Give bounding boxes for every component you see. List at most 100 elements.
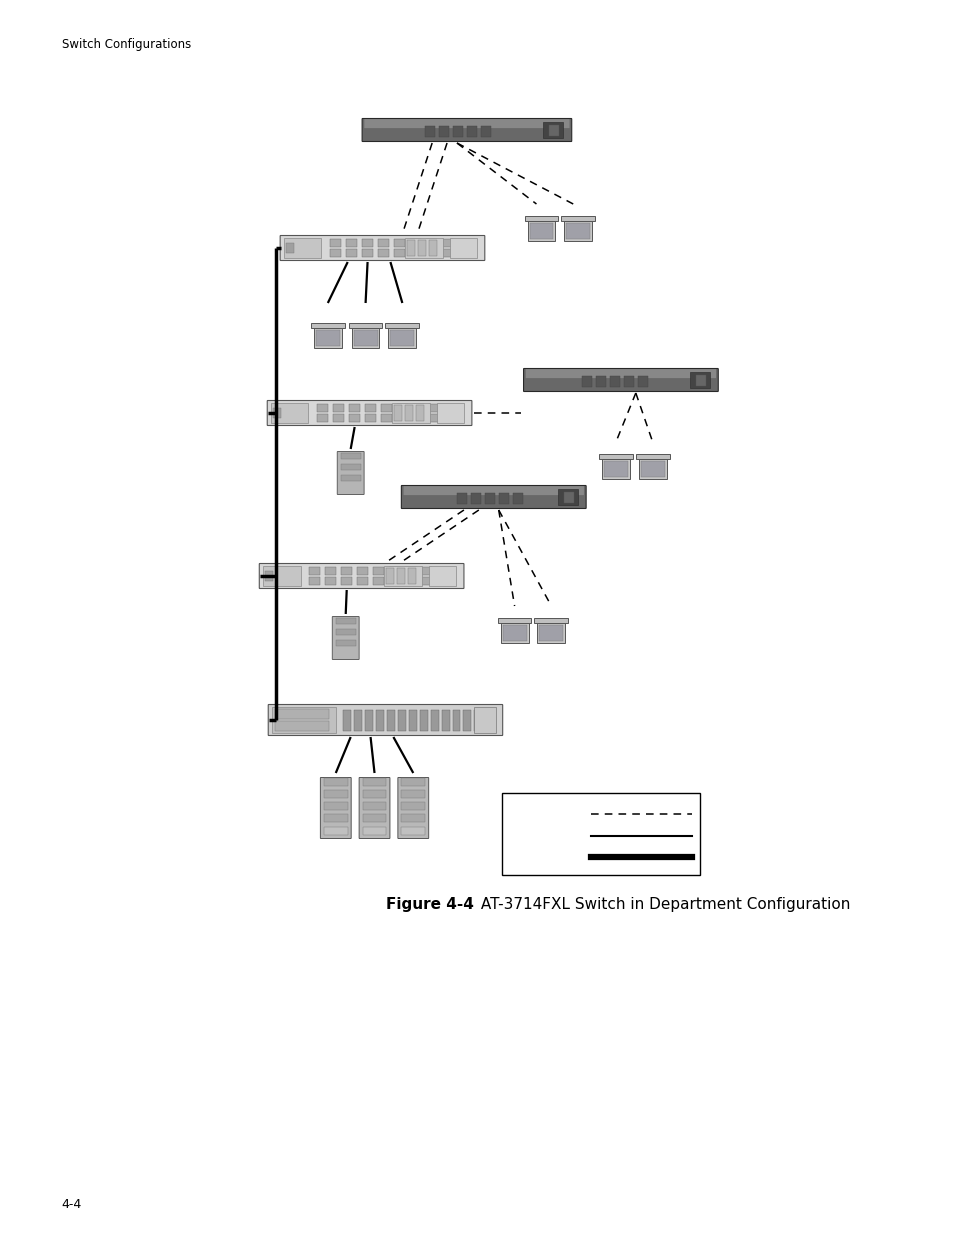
Bar <box>484 493 495 504</box>
Bar <box>401 778 425 785</box>
Bar <box>441 249 452 257</box>
Bar <box>383 566 421 585</box>
Bar <box>549 125 558 136</box>
Bar <box>335 618 355 624</box>
Bar <box>502 625 526 641</box>
Bar <box>463 709 471 730</box>
Bar <box>333 404 344 411</box>
Bar <box>340 453 360 459</box>
Bar <box>362 827 386 835</box>
Bar <box>512 493 522 504</box>
Bar <box>428 566 456 585</box>
Bar <box>428 415 439 422</box>
Bar <box>410 240 420 247</box>
Bar <box>404 567 416 574</box>
Bar <box>419 709 427 730</box>
Bar <box>609 375 619 387</box>
Bar <box>639 459 666 479</box>
Bar <box>394 240 404 247</box>
Bar <box>325 567 335 574</box>
Bar <box>428 240 436 256</box>
Bar <box>365 404 375 411</box>
Bar <box>566 224 590 240</box>
Bar <box>309 578 320 585</box>
Bar <box>375 709 383 730</box>
FancyBboxPatch shape <box>364 119 569 128</box>
Bar <box>416 405 423 421</box>
Bar <box>373 567 383 574</box>
Bar <box>425 249 436 257</box>
Bar <box>449 238 476 258</box>
Bar <box>466 126 476 137</box>
Bar <box>474 709 482 730</box>
Bar <box>262 566 300 585</box>
FancyBboxPatch shape <box>337 452 364 494</box>
Bar <box>341 567 352 574</box>
Bar <box>273 409 280 417</box>
Bar <box>323 778 347 785</box>
Bar <box>537 622 565 643</box>
Bar <box>373 578 383 585</box>
Bar <box>498 493 508 504</box>
Bar <box>452 709 460 730</box>
Bar <box>413 404 423 411</box>
Bar <box>335 640 355 646</box>
Bar <box>401 802 425 810</box>
Bar <box>271 403 308 424</box>
Bar <box>352 329 379 348</box>
Bar <box>638 375 647 387</box>
Bar <box>560 216 595 221</box>
Bar <box>343 709 351 730</box>
Bar <box>485 709 493 730</box>
Bar <box>354 330 377 346</box>
Bar <box>317 404 328 411</box>
Bar <box>428 404 439 411</box>
Bar <box>406 240 415 256</box>
FancyBboxPatch shape <box>403 487 583 495</box>
Bar <box>394 405 401 421</box>
Bar <box>317 415 328 422</box>
Bar <box>501 793 700 876</box>
Bar <box>330 240 341 247</box>
Bar <box>558 489 578 505</box>
Bar <box>330 249 341 257</box>
Bar <box>362 249 373 257</box>
Bar <box>335 629 355 635</box>
Bar <box>401 827 425 835</box>
Bar <box>563 221 592 241</box>
Bar <box>563 492 573 503</box>
Bar <box>420 567 431 574</box>
Bar <box>409 709 416 730</box>
Bar <box>354 709 362 730</box>
Bar <box>362 790 386 798</box>
Bar <box>389 567 399 574</box>
FancyBboxPatch shape <box>320 778 351 839</box>
FancyBboxPatch shape <box>525 369 716 378</box>
Bar <box>471 493 480 504</box>
Bar <box>529 224 553 240</box>
Bar <box>272 706 335 734</box>
Bar <box>581 375 592 387</box>
Bar <box>333 415 344 422</box>
Bar <box>349 404 359 411</box>
Bar <box>417 240 425 256</box>
Bar <box>388 329 416 348</box>
Bar <box>596 375 605 387</box>
Bar <box>285 243 294 253</box>
Text: Figure 4-4: Figure 4-4 <box>386 897 474 911</box>
Bar <box>362 802 386 810</box>
FancyBboxPatch shape <box>397 778 428 839</box>
Bar <box>623 375 633 387</box>
Bar <box>323 827 347 835</box>
Bar <box>413 415 423 422</box>
Bar <box>377 240 389 247</box>
FancyBboxPatch shape <box>259 563 463 589</box>
Bar <box>265 572 273 580</box>
Bar <box>346 240 356 247</box>
Bar <box>365 709 373 730</box>
Bar <box>362 240 373 247</box>
Bar <box>387 709 395 730</box>
Bar <box>356 567 368 574</box>
FancyBboxPatch shape <box>280 236 484 261</box>
Bar <box>524 216 558 221</box>
